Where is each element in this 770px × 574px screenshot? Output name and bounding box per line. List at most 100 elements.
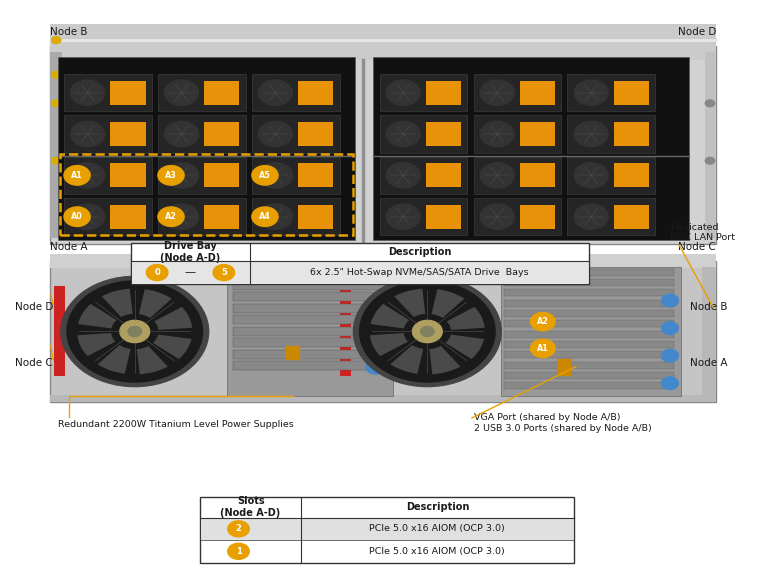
Bar <box>201 518 573 540</box>
Bar <box>64 157 152 194</box>
Bar <box>520 122 555 146</box>
Wedge shape <box>370 333 408 356</box>
Circle shape <box>52 157 61 164</box>
Circle shape <box>120 320 149 343</box>
Wedge shape <box>139 289 172 318</box>
Circle shape <box>64 207 90 227</box>
Bar <box>252 74 340 111</box>
Circle shape <box>252 207 278 227</box>
Circle shape <box>259 80 293 106</box>
Bar <box>426 205 461 228</box>
Bar <box>132 262 588 284</box>
Text: PCIe 5.0 x16 AIOM (OCP 3.0): PCIe 5.0 x16 AIOM (OCP 3.0) <box>370 547 505 556</box>
Circle shape <box>387 121 420 147</box>
Text: Node D: Node D <box>15 302 54 312</box>
Circle shape <box>65 325 84 339</box>
Bar <box>504 382 674 389</box>
Bar <box>50 25 716 60</box>
Text: A1: A1 <box>537 344 549 353</box>
Bar <box>50 52 62 238</box>
Bar <box>567 198 655 235</box>
Bar <box>110 164 146 187</box>
Text: Node D: Node D <box>678 28 716 37</box>
Circle shape <box>165 162 199 188</box>
Bar <box>500 267 681 396</box>
Circle shape <box>228 543 249 559</box>
Bar <box>131 243 589 284</box>
Text: 0: 0 <box>154 268 160 277</box>
Text: Node B: Node B <box>690 302 728 312</box>
Bar <box>557 358 571 377</box>
Bar <box>614 205 649 228</box>
Circle shape <box>252 166 278 185</box>
Bar <box>50 395 716 402</box>
Bar <box>705 52 715 238</box>
Bar <box>54 286 65 377</box>
Circle shape <box>366 304 386 319</box>
Text: 2 USB 3.0 Ports (shared by Node A/B): 2 USB 3.0 Ports (shared by Node A/B) <box>474 424 651 433</box>
Bar <box>426 122 461 146</box>
Circle shape <box>71 121 105 147</box>
Circle shape <box>531 339 555 358</box>
Bar <box>298 81 333 104</box>
Circle shape <box>420 327 434 336</box>
Text: PCIe 5.0 x16 AIOM (OCP 3.0): PCIe 5.0 x16 AIOM (OCP 3.0) <box>370 525 505 533</box>
Circle shape <box>661 322 678 335</box>
Circle shape <box>259 204 293 230</box>
Bar <box>504 362 674 369</box>
Bar <box>158 157 246 194</box>
Bar <box>50 254 716 268</box>
Text: Node A: Node A <box>50 242 88 252</box>
Circle shape <box>360 281 495 382</box>
Wedge shape <box>154 307 192 330</box>
Text: A1: A1 <box>71 171 83 180</box>
Bar <box>64 74 152 111</box>
Text: A4: A4 <box>259 212 271 221</box>
Text: Slots
(Node A-D): Slots (Node A-D) <box>220 497 281 518</box>
Bar <box>233 281 387 290</box>
Circle shape <box>158 207 184 227</box>
Bar <box>340 286 351 377</box>
Bar <box>233 304 387 313</box>
Text: Description: Description <box>406 502 469 512</box>
Bar <box>614 81 649 104</box>
Bar <box>504 279 674 286</box>
Circle shape <box>574 121 608 147</box>
Bar <box>567 157 655 194</box>
Bar <box>567 115 655 153</box>
Wedge shape <box>78 304 116 328</box>
Bar <box>60 154 353 235</box>
Text: —: — <box>185 267 196 278</box>
Circle shape <box>158 166 184 185</box>
Bar <box>373 57 689 240</box>
Bar <box>158 115 246 153</box>
Circle shape <box>705 157 715 164</box>
Wedge shape <box>370 304 409 328</box>
Bar <box>474 115 561 153</box>
Bar <box>504 269 674 276</box>
Bar <box>158 198 246 235</box>
Bar <box>233 315 387 324</box>
Text: VGA Port (shared by Node A/B): VGA Port (shared by Node A/B) <box>474 413 620 422</box>
Bar <box>50 261 716 402</box>
Text: 1: 1 <box>236 547 242 556</box>
Circle shape <box>413 320 442 343</box>
Text: Node C: Node C <box>678 242 716 252</box>
Bar <box>204 164 239 187</box>
Text: A3: A3 <box>165 171 177 180</box>
Bar <box>426 164 461 187</box>
Bar <box>426 81 461 104</box>
Wedge shape <box>102 289 132 317</box>
Circle shape <box>259 121 293 147</box>
Circle shape <box>480 204 514 230</box>
Bar <box>298 122 333 146</box>
Circle shape <box>71 162 105 188</box>
Circle shape <box>387 80 420 106</box>
Bar <box>64 115 152 153</box>
Circle shape <box>71 80 105 106</box>
Bar <box>520 205 555 228</box>
Circle shape <box>52 71 61 78</box>
Wedge shape <box>77 333 116 356</box>
Bar <box>380 74 467 111</box>
Bar <box>204 122 239 146</box>
